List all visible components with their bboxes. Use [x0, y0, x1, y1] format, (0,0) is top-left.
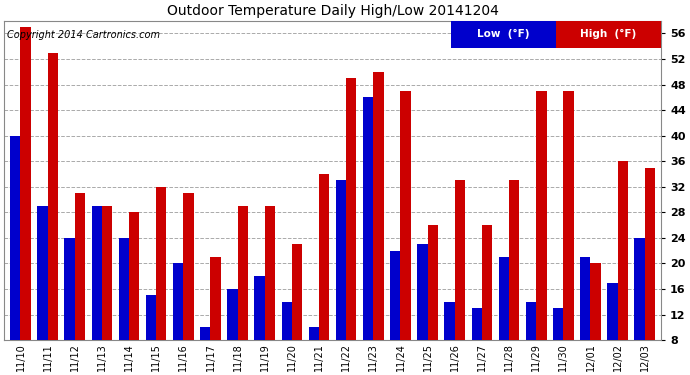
Bar	[265, 206, 275, 340]
Bar	[553, 308, 563, 340]
Bar	[363, 98, 373, 340]
Bar	[373, 72, 384, 340]
Bar	[417, 244, 428, 340]
Bar	[10, 136, 21, 340]
Bar	[319, 174, 329, 340]
Bar	[292, 244, 302, 340]
Bar	[129, 212, 139, 340]
Bar	[499, 257, 509, 340]
Bar	[482, 225, 492, 340]
Bar	[210, 257, 221, 340]
Bar	[308, 327, 319, 340]
Bar	[75, 193, 85, 340]
Bar	[634, 238, 644, 340]
Bar	[536, 91, 546, 340]
Bar	[471, 308, 482, 340]
Bar	[255, 276, 265, 340]
Text: Copyright 2014 Cartronics.com: Copyright 2014 Cartronics.com	[8, 30, 161, 40]
Bar	[227, 289, 237, 340]
Bar	[173, 263, 184, 340]
Bar	[237, 206, 248, 340]
Bar	[200, 327, 210, 340]
Bar	[607, 283, 618, 340]
Bar	[390, 251, 400, 340]
Bar	[64, 238, 75, 340]
Bar	[146, 296, 156, 340]
Bar	[184, 193, 194, 340]
Bar	[644, 168, 655, 340]
Bar	[591, 263, 601, 340]
Bar	[444, 302, 455, 340]
Bar	[400, 91, 411, 340]
Bar	[156, 187, 166, 340]
Bar	[509, 180, 520, 340]
Bar	[102, 206, 112, 340]
Bar	[336, 180, 346, 340]
Bar	[455, 180, 465, 340]
Bar	[346, 78, 357, 340]
Bar	[563, 91, 573, 340]
Title: Outdoor Temperature Daily High/Low 20141204: Outdoor Temperature Daily High/Low 20141…	[167, 4, 499, 18]
Bar	[119, 238, 129, 340]
Bar	[428, 225, 438, 340]
Bar	[526, 302, 536, 340]
Bar	[21, 27, 31, 340]
Bar	[92, 206, 102, 340]
Bar	[37, 206, 48, 340]
Bar	[282, 302, 292, 340]
Bar	[580, 257, 591, 340]
Bar	[48, 53, 58, 340]
Bar	[618, 161, 628, 340]
